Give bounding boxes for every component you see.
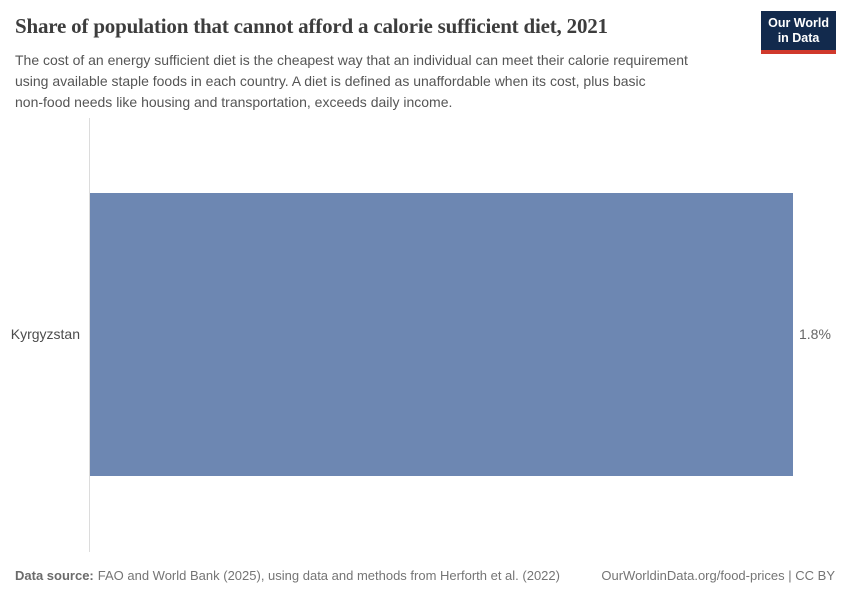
footer: Data source: FAO and World Bank (2025), u… <box>15 568 835 583</box>
entity-label: Kyrgyzstan <box>10 326 80 342</box>
chart-title: Share of population that cannot afford a… <box>15 14 608 38</box>
subtitle-line: The cost of an energy sufficient diet is… <box>15 52 688 68</box>
bar[interactable] <box>90 193 793 476</box>
owid-logo[interactable]: Our World in Data <box>761 11 836 54</box>
subtitle-line: non-food needs like housing and transpor… <box>15 94 453 110</box>
value-label: 1.8% <box>799 326 831 342</box>
owid-logo-line2: in Data <box>777 31 820 45</box>
chart-subtitle: The cost of an energy sufficient diet is… <box>15 50 688 113</box>
footer-attribution-link[interactable]: OurWorldinData.org/food-prices | CC BY <box>601 568 835 583</box>
datasource-text: FAO and World Bank (2025), using data an… <box>97 568 560 583</box>
datasource-label: Data source: <box>15 568 94 583</box>
subtitle-line: using available staple foods in each cou… <box>15 73 646 89</box>
y-axis-line <box>89 118 90 552</box>
footer-datasource: Data source: FAO and World Bank (2025), u… <box>15 568 560 583</box>
owid-logo-line1: Our World <box>768 16 829 30</box>
